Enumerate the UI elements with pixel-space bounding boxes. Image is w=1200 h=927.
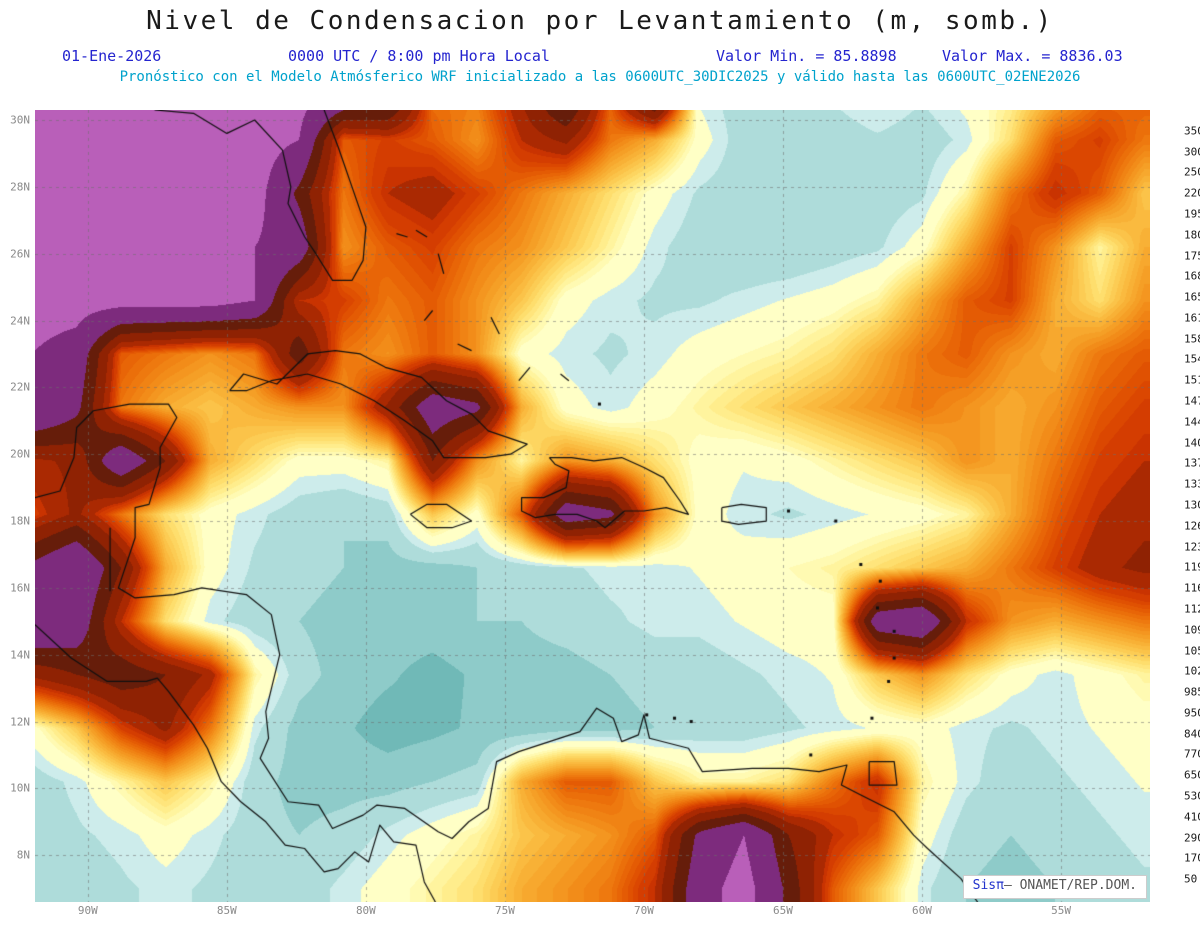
colorbar-tick-label: 1405 bbox=[1184, 436, 1200, 450]
colorbar-tick-label: 1335 bbox=[1184, 477, 1200, 491]
colorbar-tick-label: 530 bbox=[1184, 789, 1200, 803]
brand-label: Sisπ bbox=[972, 878, 1004, 893]
colorbar-tick-label: 3500 bbox=[1184, 124, 1200, 138]
colorbar-tick-label: 1230 bbox=[1184, 540, 1200, 554]
colorbar-tick-label: 1195 bbox=[1184, 560, 1200, 574]
colorbar-labels: 50 170 290 410 530 650 770 840 950 985 1020 1055 109… bbox=[1184, 110, 1200, 902]
colorbar-tick-label: 1265 bbox=[1184, 519, 1200, 533]
map-canvas bbox=[35, 110, 1150, 902]
page-title: Nivel de Condensacion por Levantamiento … bbox=[146, 6, 1054, 36]
colorbar-tick-label: 3000 bbox=[1184, 145, 1200, 159]
colorbar-tick-label: 985 bbox=[1184, 685, 1200, 699]
colorbar-tick-label: 1800 bbox=[1184, 228, 1200, 242]
colorbar-tick-label: 1545 bbox=[1184, 352, 1200, 366]
time-label: 0000 UTC / 8:00 pm Hora Local bbox=[288, 47, 550, 65]
colorbar-tick-label: 1125 bbox=[1184, 602, 1200, 616]
colorbar-tick-label: 1685 bbox=[1184, 269, 1200, 283]
date-label: 01-Ene-2026 bbox=[62, 47, 162, 65]
lon-axis: 90W 85W 80W 75W 70W 65W 60W 55W bbox=[35, 904, 1150, 920]
lon-tick-label: 70W bbox=[634, 904, 654, 917]
attribution-box: Sisπ– ONAMET/REP.DOM. bbox=[962, 875, 1147, 899]
lat-tick-label: 8N bbox=[16, 848, 30, 862]
lat-tick-label: 30N bbox=[10, 113, 30, 127]
lat-tick-label: 20N bbox=[10, 447, 30, 461]
forecast-line: Pronóstico con el Modelo Atmósferico WRF… bbox=[119, 69, 1081, 85]
lat-tick-label: 24N bbox=[10, 314, 30, 328]
lat-tick-label: 28N bbox=[10, 180, 30, 194]
lon-tick-label: 60W bbox=[912, 904, 932, 917]
separator-dash: – bbox=[1003, 878, 1020, 893]
colorbar-tick-label: 770 bbox=[1184, 747, 1200, 761]
lon-tick-label: 65W bbox=[773, 904, 793, 917]
colorbar-tick-label: 1475 bbox=[1184, 394, 1200, 408]
value-min-label: Valor Min. = 85.8898 bbox=[716, 47, 897, 65]
lat-tick-label: 10N bbox=[10, 781, 30, 795]
colorbar-tick-label: 170 bbox=[1184, 851, 1200, 865]
colorbar-tick-label: 290 bbox=[1184, 831, 1200, 845]
colorbar-tick-label: 2500 bbox=[1184, 165, 1200, 179]
map-plot-area bbox=[35, 110, 1150, 902]
lat-tick-label: 22N bbox=[10, 380, 30, 394]
lon-tick-label: 75W bbox=[494, 904, 515, 917]
lon-tick-label: 90W bbox=[77, 904, 98, 917]
lat-tick-label: 26N bbox=[10, 247, 30, 261]
colorbar-tick-label: 1020 bbox=[1184, 664, 1200, 678]
lon-tick-label: 80W bbox=[355, 904, 376, 917]
colorbar-tick-label: 1950 bbox=[1184, 207, 1200, 221]
colorbar-tick-label: 410 bbox=[1184, 810, 1200, 824]
colorbar-tick-label: 840 bbox=[1184, 727, 1200, 741]
lon-tick-label: 55W bbox=[1051, 904, 1071, 917]
colorbar-tick-label: 1300 bbox=[1184, 498, 1200, 512]
colorbar-tick-label: 1650 bbox=[1184, 290, 1200, 304]
colorbar-tick-label: 1160 bbox=[1184, 581, 1200, 595]
org-label: ONAMET/REP.DOM. bbox=[1019, 878, 1137, 893]
colorbar-tick-label: 1055 bbox=[1184, 644, 1200, 658]
colorbar-tick-label: 650 bbox=[1184, 768, 1200, 782]
lon-tick-label: 85W bbox=[216, 904, 237, 917]
lat-axis: 30N 28N 26N 24N 22N 20N 18N 16N 14N 12N 10N 8N bbox=[0, 110, 33, 902]
colorbar-tick-label: 1370 bbox=[1184, 456, 1200, 470]
lat-tick-label: 12N bbox=[10, 715, 30, 729]
lat-tick-label: 14N bbox=[10, 648, 30, 662]
colorbar-tick-label: 1750 bbox=[1184, 249, 1200, 263]
colorbar-tick-label: 1615 bbox=[1184, 311, 1200, 325]
lat-tick-label: 16N bbox=[10, 581, 30, 595]
colorbar-tick-label: 2200 bbox=[1184, 186, 1200, 200]
colorbar-tick-label: 950 bbox=[1184, 706, 1200, 720]
lat-tick-label: 18N bbox=[10, 514, 30, 528]
colorbar-tick-label: 1510 bbox=[1184, 373, 1200, 387]
colorbar-tick-label: 1090 bbox=[1184, 623, 1200, 637]
value-max-label: Valor Max. = 8836.03 bbox=[942, 47, 1123, 65]
colorbar-tick-label: 1580 bbox=[1184, 332, 1200, 346]
colorbar-tick-label: 1440 bbox=[1184, 415, 1200, 429]
colorbar-tick-label: 50 bbox=[1184, 872, 1198, 886]
